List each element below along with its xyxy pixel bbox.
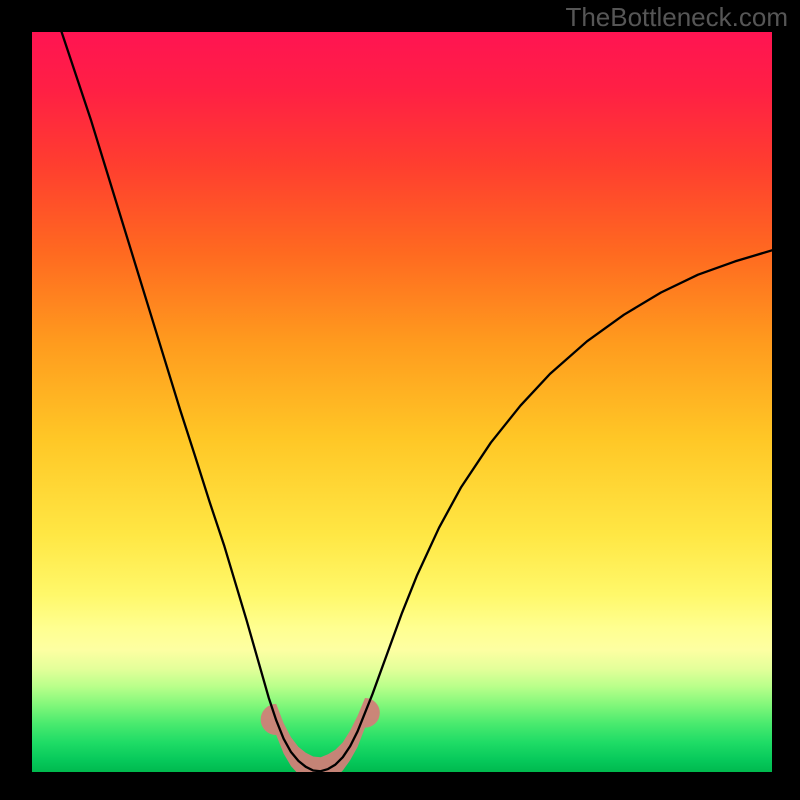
chart-container: TheBottleneck.com: [0, 0, 800, 800]
gradient-background: [32, 32, 772, 772]
bottleneck-curve-chart: [0, 0, 800, 800]
